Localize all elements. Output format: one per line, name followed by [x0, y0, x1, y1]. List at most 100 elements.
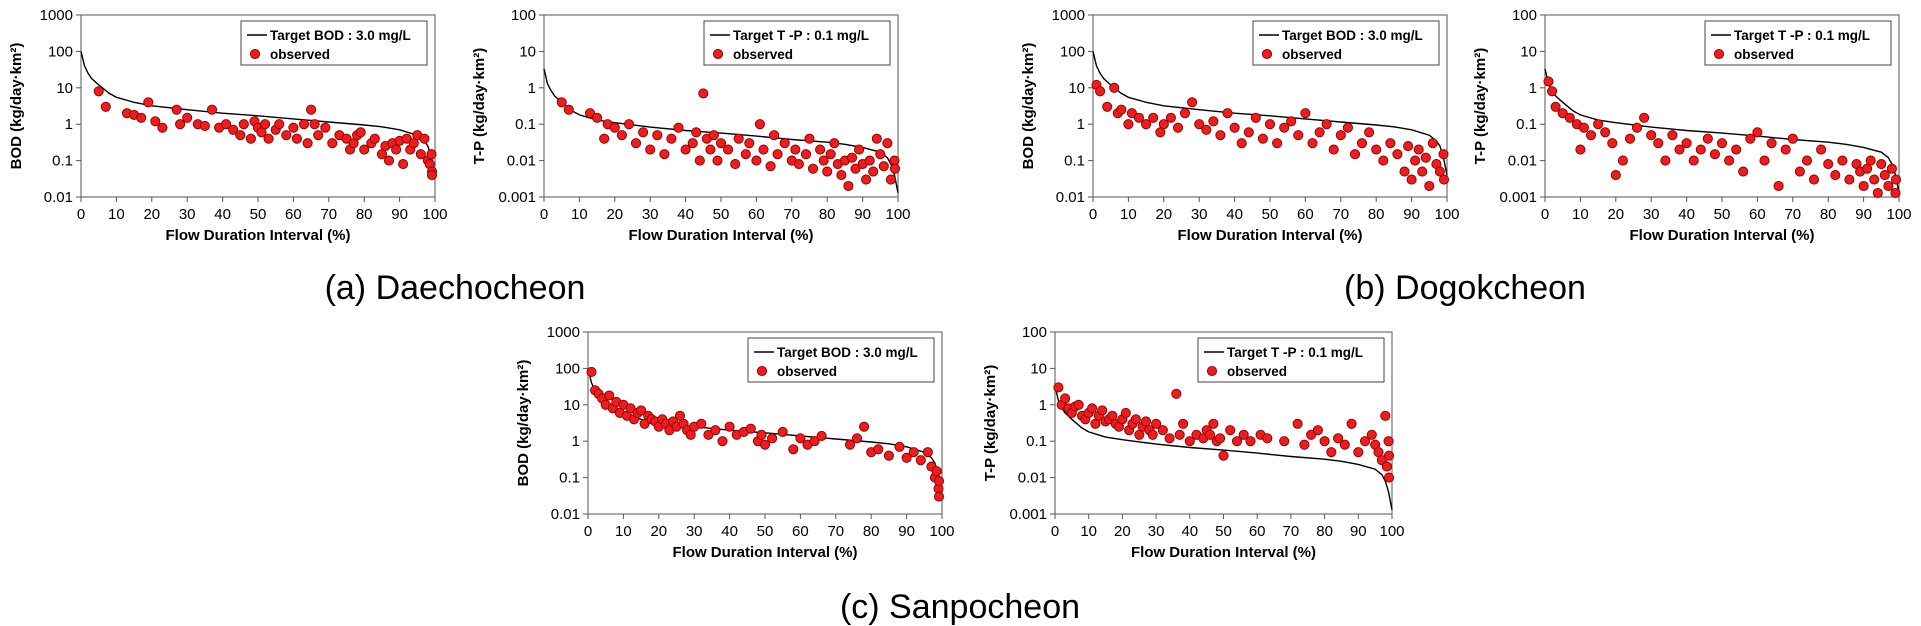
x-tick-label: 40	[1181, 523, 1198, 540]
observed-point	[1326, 447, 1337, 458]
observed-point	[816, 430, 827, 441]
observed-point	[1172, 122, 1184, 133]
observed-point	[1349, 149, 1361, 160]
observed-point	[666, 133, 677, 144]
x-tick-label: 0	[77, 206, 85, 223]
y-tick-label: 100	[1022, 324, 1047, 341]
y-tick-label: 0.1	[1026, 433, 1047, 450]
observed-point	[1876, 159, 1887, 170]
y-tick-label: 1	[65, 116, 73, 133]
observed-point	[327, 138, 338, 149]
observed-point	[915, 455, 926, 466]
observed-point	[829, 138, 840, 149]
observed-point	[1201, 124, 1212, 135]
x-tick-label: 80	[863, 523, 880, 540]
x-tick-label: 40	[721, 523, 738, 540]
observed-point	[1385, 138, 1396, 149]
x-tick-label: 80	[1316, 523, 1333, 540]
observed-point	[1342, 122, 1353, 133]
legend-line-label: Target T -P : 0.1 mg/L	[1227, 345, 1363, 360]
observed-point	[1403, 141, 1414, 152]
observed-point	[1593, 119, 1604, 130]
observed-point	[1060, 393, 1071, 404]
caption-c: (c) Sanpocheon	[840, 588, 1080, 626]
observed-point	[836, 170, 847, 181]
x-tick-label: 100	[929, 523, 954, 540]
legend-points-label: observed	[733, 47, 793, 62]
x-tick-label: 70	[1283, 523, 1300, 540]
observed-point	[885, 174, 896, 185]
y-tick-label: 100	[555, 360, 580, 377]
observed-point	[1314, 127, 1325, 138]
observed-point	[1631, 122, 1643, 133]
x-tick-label: 50	[713, 206, 730, 223]
observed-point	[1236, 138, 1247, 149]
observed-point	[1424, 180, 1435, 192]
observed-point	[206, 104, 218, 115]
x-tick-label: 10	[571, 206, 588, 223]
x-tick-label: 10	[1572, 206, 1589, 223]
y-tick-label: 10	[1068, 80, 1085, 97]
observed-point	[415, 149, 426, 160]
observed-point	[291, 133, 302, 144]
observed-point	[584, 108, 596, 119]
observed-point	[1208, 418, 1219, 429]
y-tick-label: 1	[572, 433, 580, 450]
observed-point	[1238, 429, 1249, 440]
observed-point	[1157, 425, 1168, 436]
observed-point	[822, 166, 833, 177]
observed-point	[1858, 180, 1869, 192]
y-tick-label: 1	[1039, 397, 1047, 414]
observed-point	[1264, 119, 1276, 130]
legend-point-swatch	[1713, 48, 1725, 60]
x-tick-label: 50	[1262, 206, 1279, 223]
observed-point	[1752, 127, 1763, 138]
observed-point	[759, 439, 771, 450]
observed-point	[871, 133, 882, 144]
observed-point	[715, 138, 727, 149]
observed-point	[1262, 433, 1273, 444]
observed-point	[199, 120, 210, 131]
observed-point	[1438, 149, 1449, 160]
x-tick-label: 100	[885, 206, 910, 223]
y-tick-label: 0.1	[515, 116, 536, 133]
observed-point	[795, 433, 806, 444]
observed-point	[1681, 138, 1692, 149]
observed-point	[1787, 133, 1798, 144]
observed-point	[777, 426, 788, 437]
x-tick-label: 70	[1332, 206, 1349, 223]
observed-point	[1759, 155, 1770, 166]
observed-point	[1872, 187, 1883, 199]
x-tick-label: 70	[827, 523, 844, 540]
observed-point	[1087, 403, 1098, 414]
observed-point	[1890, 187, 1901, 199]
y-tick-label: 1000	[547, 324, 580, 341]
observed-point	[1194, 119, 1205, 130]
observed-point	[175, 119, 186, 130]
x-tick-label: 40	[677, 206, 694, 223]
observed-point	[894, 441, 905, 452]
observed-point	[1392, 149, 1403, 160]
x-axis-label: Flow Duration Interval (%)	[165, 227, 350, 244]
observed-point	[100, 101, 111, 112]
observed-point	[1808, 174, 1820, 185]
observed-point	[652, 130, 663, 141]
observed-point	[1333, 433, 1344, 444]
observed-point	[1184, 436, 1195, 447]
observed-point	[359, 144, 370, 155]
observed-point	[1371, 144, 1382, 155]
y-axis-label: BOD (kg/day·km²)	[1020, 43, 1037, 170]
observed-point	[1709, 149, 1720, 160]
x-tick-label: 60	[285, 206, 302, 223]
observed-point	[1359, 436, 1371, 447]
observed-point	[309, 119, 320, 130]
y-tick-label: 0.1	[1064, 153, 1085, 170]
y-tick-label: 0.001	[1499, 189, 1537, 206]
observed-point	[788, 444, 799, 455]
observed-point	[625, 403, 636, 414]
x-tick-label: 80	[819, 206, 836, 223]
observed-point	[878, 161, 889, 172]
observed-point	[228, 124, 239, 135]
observed-point	[221, 119, 232, 130]
observed-point	[1293, 130, 1304, 141]
